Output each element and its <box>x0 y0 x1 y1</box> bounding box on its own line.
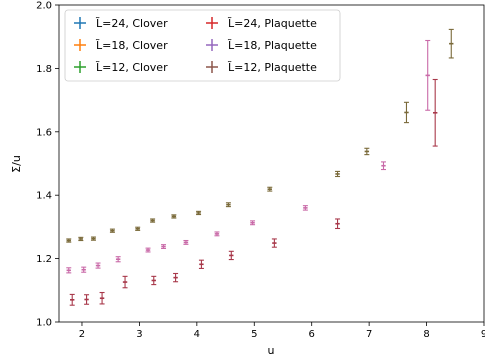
legend-entry: L̃=18, Clover <box>74 39 168 52</box>
legend-entry: L̃=18, Plaquette <box>206 39 317 52</box>
plot-frame <box>58 4 485 323</box>
data-point <box>150 218 156 223</box>
x-tick-label: 6 <box>309 329 315 340</box>
data-point <box>66 267 72 274</box>
data-point <box>425 39 431 111</box>
data-point <box>364 147 370 156</box>
data-point <box>171 214 177 219</box>
legend-label: L̃=12, Plaquette <box>227 61 317 74</box>
data-point <box>81 266 87 273</box>
data-point <box>99 291 105 305</box>
x-tick-label: 2 <box>79 329 85 340</box>
y-tick-label: 2.0 <box>36 1 52 12</box>
data-point <box>198 259 204 269</box>
legend-label: L̃=12, Clover <box>95 61 168 74</box>
data-point <box>335 170 341 178</box>
legend-entry: L̃=24, Clover <box>74 17 168 30</box>
data-point <box>271 238 277 248</box>
legend-label: L̃=24, Clover <box>95 17 168 30</box>
data-point <box>196 210 202 216</box>
data-point <box>214 231 220 237</box>
data-point <box>267 186 273 192</box>
data-point <box>448 28 454 59</box>
data-point <box>115 256 121 263</box>
legend-label: L̃=18, Plaquette <box>227 39 317 52</box>
x-tick-label: 8 <box>423 329 429 340</box>
x-axis-label: u <box>268 344 275 357</box>
chart-marks <box>66 28 454 306</box>
y-tick-label: 1.4 <box>36 191 52 202</box>
x-tick-label: 9 <box>481 329 485 340</box>
data-point <box>432 78 438 147</box>
x-tick-label: 3 <box>136 329 142 340</box>
y-axis-label: Σ/u <box>10 155 23 173</box>
chart-axes: 2 3 4 5 6 7 8 9 1.0 1.2 1.4 1.6 1.8 2.0 <box>36 1 485 341</box>
data-point <box>69 293 75 306</box>
y-tick-label: 1.0 <box>36 318 52 329</box>
data-point <box>135 226 141 231</box>
data-point <box>84 294 90 305</box>
x-tick-label: 4 <box>194 329 200 340</box>
legend-label: L̃=24, Plaquette <box>227 17 317 30</box>
x-tick-label: 7 <box>366 329 372 340</box>
data-point <box>95 262 101 269</box>
data-point <box>250 220 256 226</box>
data-point <box>78 236 84 242</box>
data-point <box>66 238 72 243</box>
data-point <box>403 101 409 124</box>
data-point <box>151 275 157 286</box>
data-point <box>183 239 189 245</box>
legend-entry: L̃=12, Plaquette <box>206 61 317 74</box>
y-tick-label: 1.2 <box>36 254 52 265</box>
data-point <box>90 236 96 241</box>
legend-entry: L̃=12, Clover <box>74 61 168 74</box>
data-point <box>161 244 167 250</box>
data-point <box>302 205 308 211</box>
data-point <box>380 161 386 171</box>
data-point <box>122 275 128 289</box>
legend: L̃=24, Clover L̃=18, Clover L̃=12, Clover L… <box>64 9 341 82</box>
y-tick-label: 1.6 <box>36 127 52 138</box>
legend-frame <box>64 9 341 82</box>
data-point <box>173 272 179 283</box>
data-point <box>228 250 234 261</box>
legend-entry: L̃=24, Plaquette <box>206 17 317 30</box>
x-tick-label: 5 <box>251 329 257 340</box>
data-point <box>225 202 231 208</box>
legend-label: L̃=18, Clover <box>95 39 168 52</box>
data-point <box>335 218 341 230</box>
data-point <box>145 247 151 253</box>
data-point <box>109 228 115 233</box>
y-tick-label: 1.8 <box>36 64 52 75</box>
